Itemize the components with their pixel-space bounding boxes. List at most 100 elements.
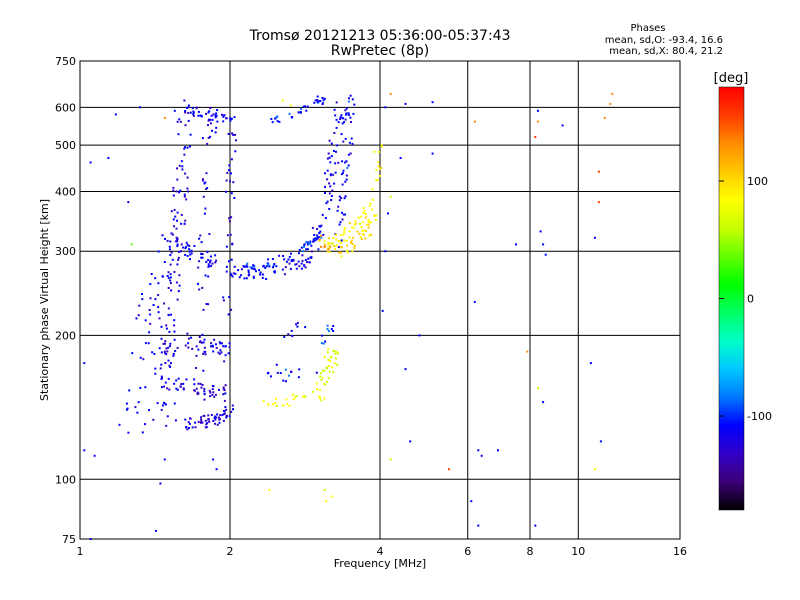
data-point	[319, 375, 322, 378]
data-point	[198, 336, 201, 338]
data-point	[205, 188, 208, 191]
data-point	[282, 379, 285, 382]
y-axis-ticks: 75 100 200 300 400 500 600 750	[55, 55, 76, 546]
data-point	[165, 424, 168, 427]
data-point	[192, 114, 195, 117]
data-point	[223, 412, 226, 415]
data-point	[165, 327, 168, 330]
data-point	[315, 382, 318, 385]
data-point	[190, 249, 193, 252]
data-point	[348, 222, 351, 225]
data-point	[230, 216, 233, 219]
data-point	[169, 342, 172, 345]
plot-area: 1 2 4 6 8 10 16 75 100 200 300 400 500 600 750	[55, 55, 687, 558]
data-point	[267, 258, 270, 261]
data-point	[211, 262, 214, 265]
data-point	[173, 109, 176, 112]
data-point	[187, 106, 190, 109]
data-point	[183, 193, 186, 196]
data-point	[203, 392, 206, 395]
data-point	[319, 397, 321, 400]
data-point	[274, 117, 277, 120]
colorbar-label: [deg]	[714, 71, 749, 86]
data-point	[182, 382, 185, 385]
data-point	[230, 308, 233, 311]
data-point	[333, 108, 336, 111]
data-point	[141, 293, 143, 295]
data-point	[180, 213, 183, 216]
data-point	[232, 181, 235, 184]
data-point	[323, 243, 326, 246]
data-point	[161, 234, 164, 237]
data-point	[185, 378, 188, 381]
data-point	[357, 216, 360, 219]
data-point	[198, 237, 201, 240]
data-point	[209, 107, 212, 110]
data-point	[284, 266, 287, 269]
data-point	[234, 272, 237, 275]
x-axis-ticks: 1 2 4 6 8 10 16	[77, 545, 688, 558]
data-point	[187, 111, 190, 114]
data-point	[214, 131, 217, 134]
data-point	[161, 404, 164, 407]
data-point	[200, 114, 203, 117]
data-point	[178, 250, 181, 253]
stats-o-line: mean, sd,O: -93.4, 16.6	[605, 35, 723, 46]
data-point	[274, 397, 277, 400]
data-point	[341, 160, 344, 163]
data-point	[328, 247, 331, 250]
data-point	[306, 243, 309, 246]
data-point	[341, 122, 344, 125]
data-point	[232, 408, 234, 411]
data-point	[348, 97, 350, 100]
data-point	[212, 458, 215, 461]
data-point	[345, 107, 348, 110]
data-point	[351, 98, 354, 101]
data-point	[336, 209, 339, 212]
data-point	[329, 242, 331, 245]
data-point	[337, 246, 340, 249]
data-point	[157, 311, 160, 314]
data-point	[126, 407, 129, 410]
data-point	[221, 342, 223, 345]
data-point	[275, 115, 278, 118]
data-point	[127, 431, 130, 434]
data-point	[204, 207, 207, 210]
data-point	[323, 246, 326, 249]
data-point	[207, 303, 210, 306]
data-point	[168, 388, 171, 391]
data-point	[230, 172, 232, 175]
data-point	[339, 118, 342, 120]
data-point	[164, 352, 167, 355]
data-point	[214, 415, 217, 418]
data-point	[203, 398, 206, 401]
data-point	[339, 221, 342, 224]
data-point	[334, 162, 337, 165]
data-point	[365, 223, 368, 226]
data-point	[270, 375, 272, 378]
data-point	[139, 386, 142, 389]
data-point	[160, 351, 163, 354]
x-tick-label: 6	[464, 545, 471, 558]
data-point	[318, 238, 321, 241]
data-point	[141, 298, 144, 301]
data-point	[282, 404, 285, 407]
data-point	[188, 422, 191, 425]
data-point	[186, 254, 189, 257]
data-point	[197, 382, 200, 385]
data-point	[327, 377, 330, 380]
data-point	[226, 234, 229, 237]
data-point	[322, 342, 325, 345]
data-point	[324, 172, 326, 175]
data-point	[209, 395, 212, 398]
data-point	[350, 241, 352, 244]
data-point	[222, 388, 225, 391]
data-point	[480, 454, 483, 457]
data-point	[314, 99, 317, 102]
data-point	[338, 195, 341, 198]
data-point	[221, 113, 223, 116]
data-point	[149, 297, 152, 300]
data-point	[182, 246, 185, 249]
data-point	[272, 264, 275, 267]
data-point	[341, 183, 344, 186]
